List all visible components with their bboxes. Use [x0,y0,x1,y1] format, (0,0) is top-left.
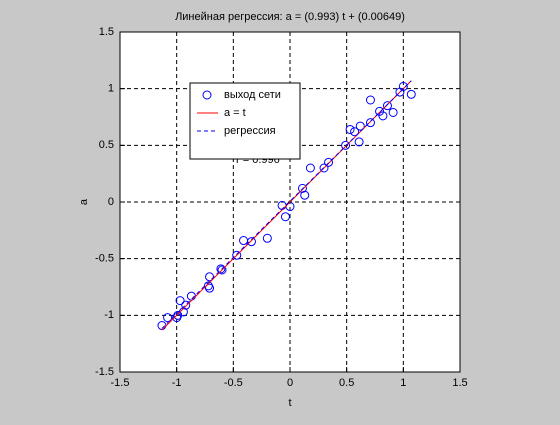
x-tick-label: 0.5 [339,377,354,389]
data-point [355,121,365,131]
y-tick-label: -1.5 [95,366,114,378]
axes-frame [119,31,461,373]
legend-label: a = t [224,107,246,119]
legend-label: выход сети [224,89,281,101]
data-point [163,313,173,323]
data-point [205,283,215,293]
data-point [181,300,191,310]
x-tick-label: -1 [172,377,182,389]
data-point [388,107,398,117]
y-tick-label: 1 [108,83,114,95]
data-point [375,106,385,116]
x-tick-label: -0.5 [224,377,243,389]
data-point [406,89,416,99]
data-point [232,250,242,260]
data-point [217,265,227,275]
y-axis-label: a [78,198,90,205]
data-point [378,111,388,121]
data-point [345,124,355,134]
x-axis-label: t [288,397,291,409]
data-point [319,163,329,173]
data-point [398,81,408,91]
data-point [382,101,392,111]
x-tick-label: -1.5 [111,377,130,389]
data-point [175,296,185,306]
data-point [246,237,256,247]
y-tick-label: 1.5 [99,26,114,38]
legend-box [189,82,301,160]
data-point [324,157,334,167]
data-point [365,118,375,128]
y-tick-label: -0.5 [95,253,114,265]
legend-marker [202,90,212,100]
data-point [354,137,364,147]
y-tick-label: 0 [108,196,114,208]
legend-label: регрессия [224,125,276,137]
y-tick-label: 0.5 [99,139,114,151]
data-point [300,190,310,200]
data-point [280,212,290,222]
x-tick-label: 0 [287,377,293,389]
line [161,80,412,329]
x-tick-label: 1 [400,377,406,389]
y-tick-label: -1 [104,309,114,321]
data-point [341,140,351,150]
data-point [216,264,226,274]
data-point [305,163,315,173]
line [161,80,412,331]
data-point [297,183,307,193]
x-tick-label: 1.5 [452,377,467,389]
data-point [350,127,360,137]
data-point [365,95,375,105]
data-point [262,233,272,243]
chart-title: Линейная регрессия: a = (0.993) t + (0.0… [175,11,405,23]
